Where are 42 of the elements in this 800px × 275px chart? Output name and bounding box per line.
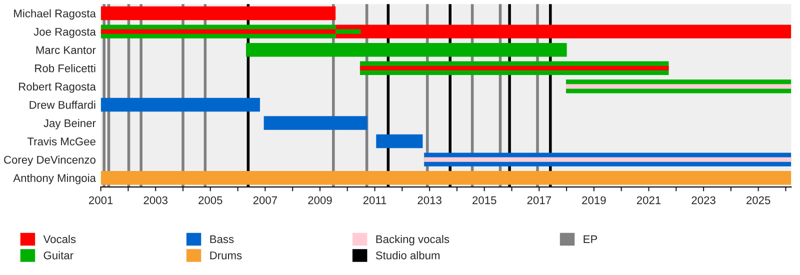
x-tick-label: 2005 bbox=[198, 196, 222, 204]
bar bbox=[360, 66, 669, 70]
bar bbox=[246, 42, 567, 57]
x-tick-label: 2017 bbox=[527, 196, 551, 204]
x-tick-label: 2013 bbox=[418, 196, 442, 204]
bar bbox=[100, 98, 260, 112]
y-tick-label: Anthony Mingoia bbox=[13, 174, 96, 184]
y-tick-label: Corey DeVincenzo bbox=[4, 156, 96, 166]
bar bbox=[100, 171, 792, 185]
y-tick-label: Joe Ragosta bbox=[34, 28, 96, 38]
x-tick-label: 2019 bbox=[582, 196, 606, 204]
bar bbox=[424, 157, 792, 162]
bar bbox=[100, 29, 336, 34]
x-tick-label: 2011 bbox=[363, 196, 386, 204]
legend-label: Bass bbox=[210, 235, 234, 244]
y-tick-label: Jay Beiner bbox=[44, 118, 96, 130]
y-tick-label: Marc Kantor bbox=[36, 46, 96, 54]
y-tick-label: Michael Ragosta bbox=[14, 9, 96, 20]
legend-label: Studio album bbox=[376, 251, 440, 260]
legend-label: Drums bbox=[210, 252, 242, 260]
bar bbox=[566, 84, 792, 89]
y-tick-label: Drew Buffardi bbox=[30, 100, 96, 109]
legend-label: Guitar bbox=[44, 251, 74, 260]
x-tick-label: 2021 bbox=[636, 196, 661, 204]
bar bbox=[336, 29, 361, 34]
x-tick-label: 2001 bbox=[89, 196, 113, 204]
y-tick-label: Robert Ragosta bbox=[19, 82, 96, 93]
y-tick-label: Rob Felicetti bbox=[35, 64, 96, 72]
x-tick-label: 2023 bbox=[692, 196, 716, 204]
bar bbox=[376, 134, 423, 148]
legend-label: Vocals bbox=[43, 234, 76, 244]
x-tick-label: 2003 bbox=[144, 196, 168, 204]
x-tick-label: 2009 bbox=[308, 196, 332, 204]
x-tick-label: 2015 bbox=[472, 196, 496, 204]
bar bbox=[100, 6, 336, 20]
bar bbox=[336, 24, 792, 38]
bar bbox=[264, 116, 368, 130]
x-tick-label: 2025 bbox=[746, 196, 770, 204]
y-tick-label: Travis McGee bbox=[27, 137, 96, 146]
legend-label: Backing vocals bbox=[376, 234, 450, 246]
legend-label: EP bbox=[584, 235, 598, 244]
x-tick-label: 2007 bbox=[253, 196, 277, 204]
